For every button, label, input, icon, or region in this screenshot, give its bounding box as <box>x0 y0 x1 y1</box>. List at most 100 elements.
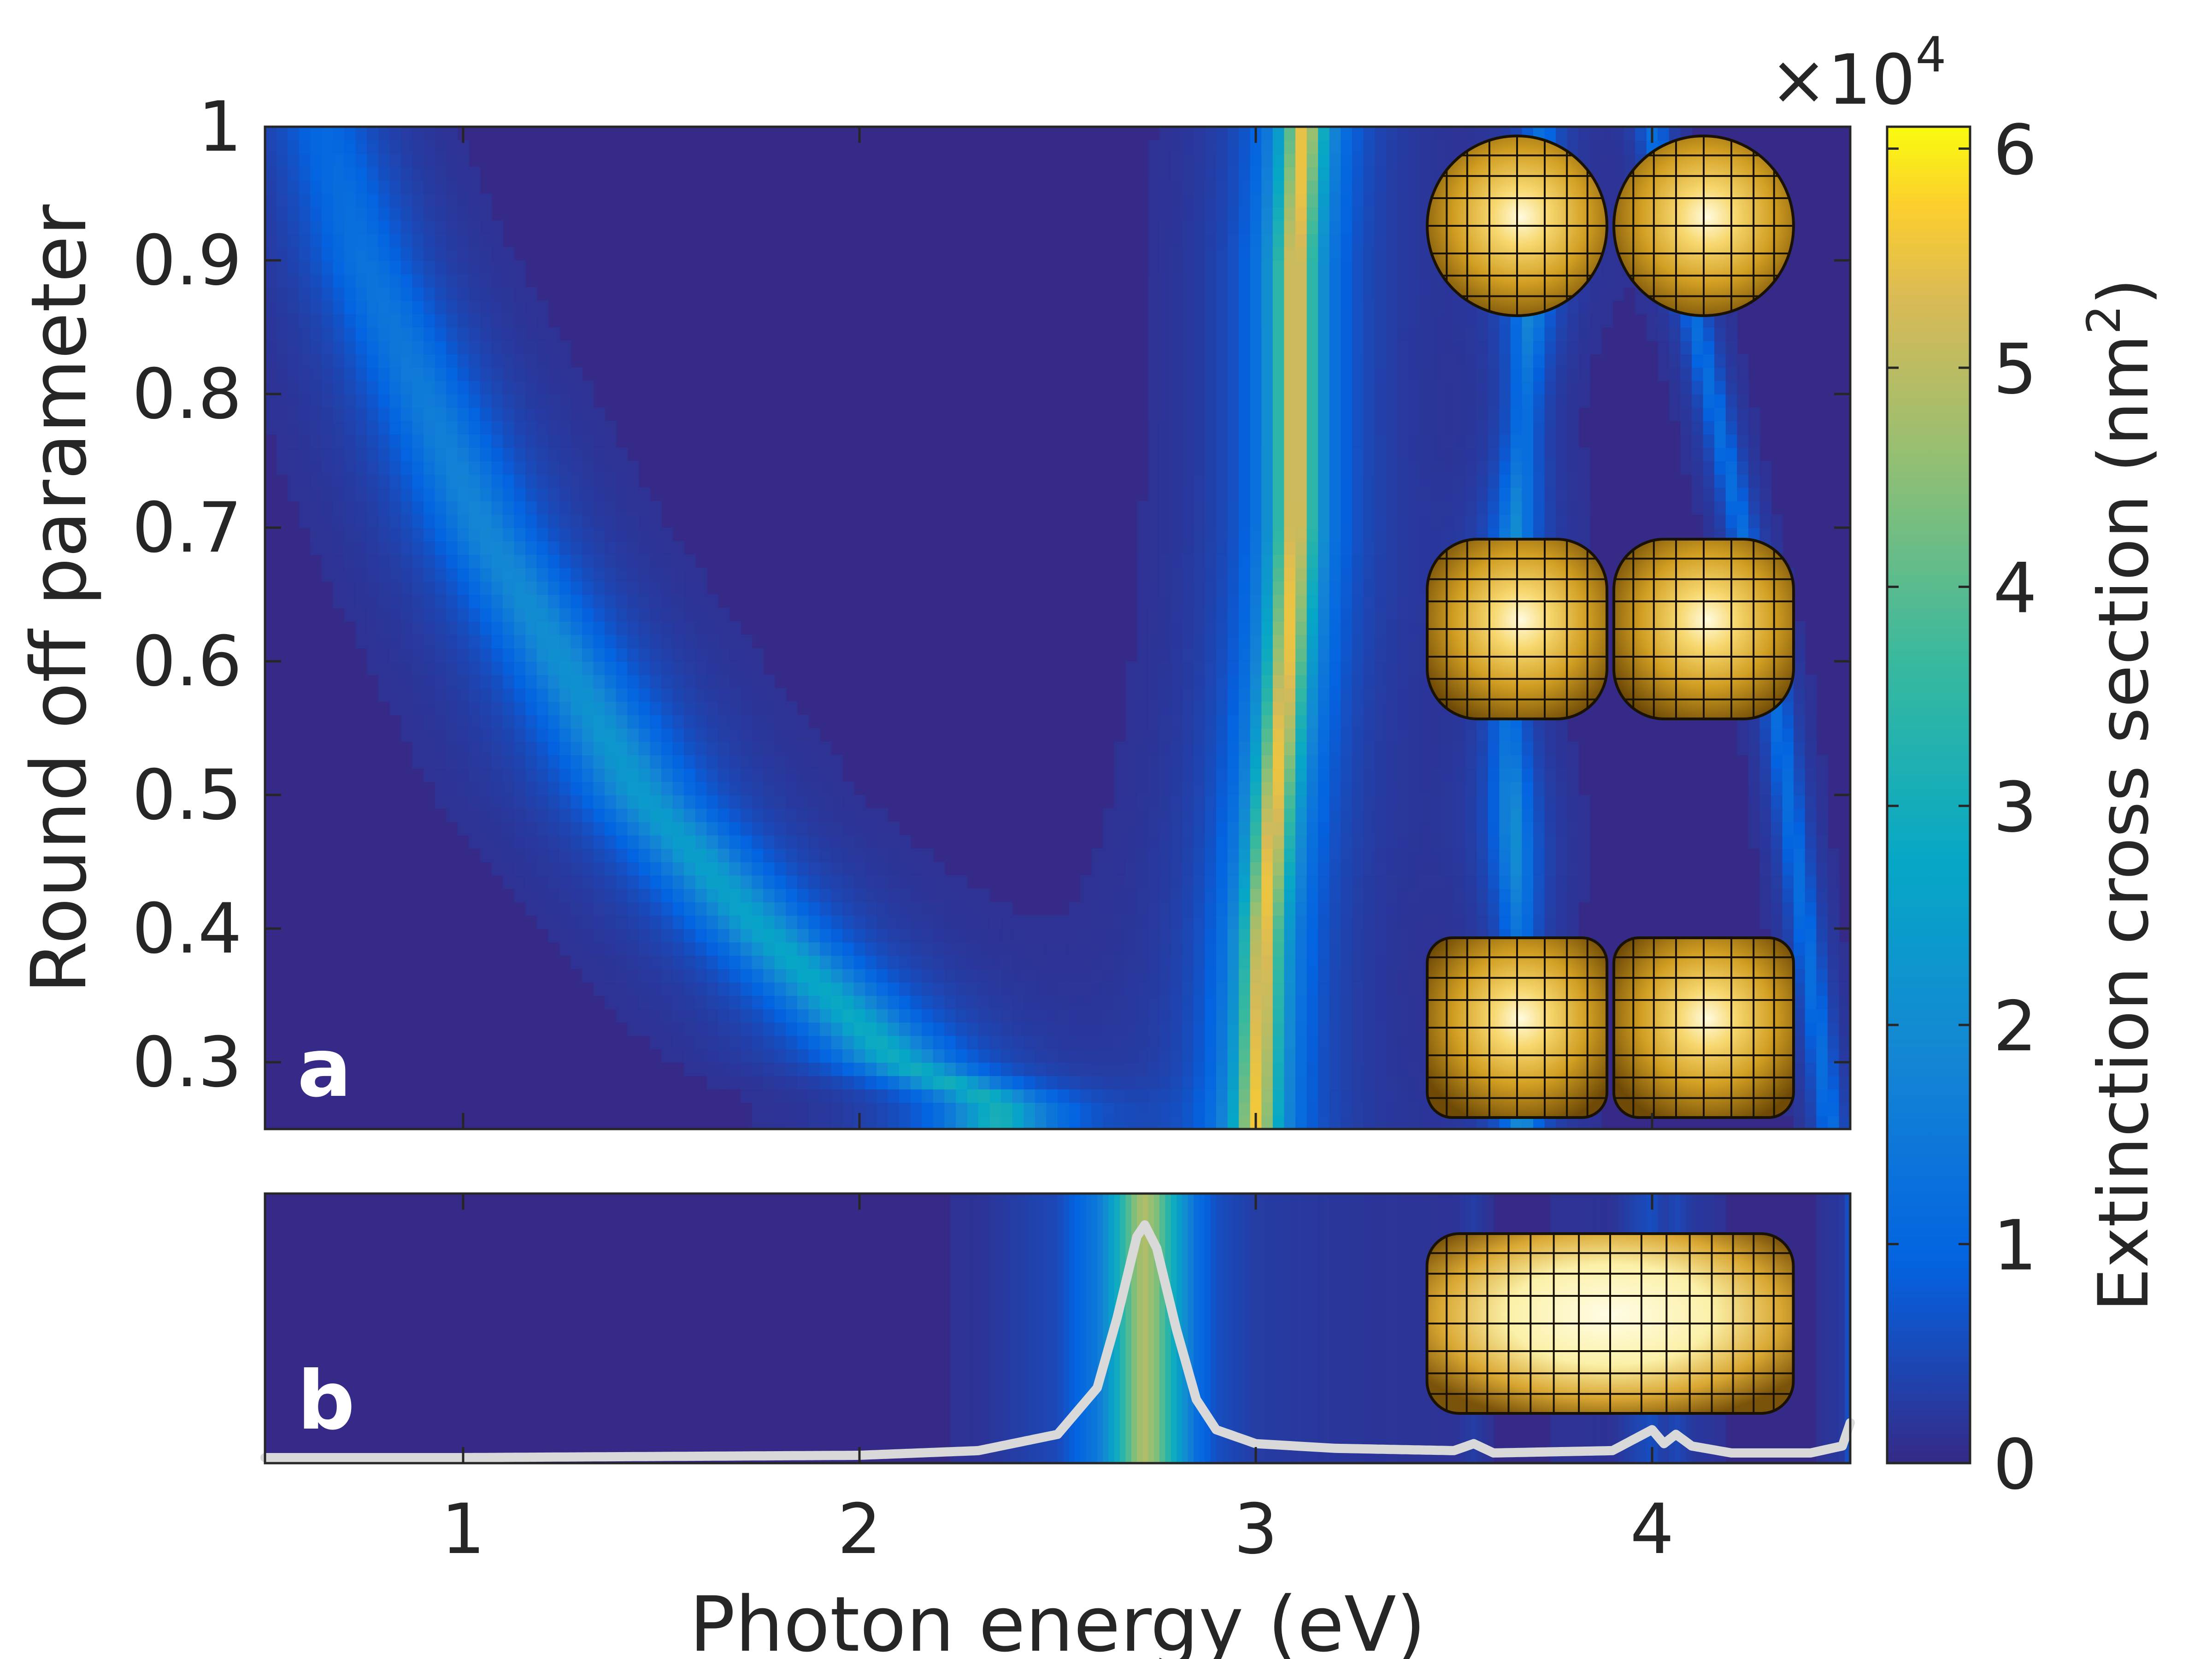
heatmap-cell <box>299 327 311 341</box>
heatmap-cell <box>684 755 696 769</box>
heatmap-cell <box>627 648 639 662</box>
heatmap-cell <box>1737 434 1749 448</box>
heatmap-cell <box>1454 822 1466 835</box>
heatmap-cell <box>1510 474 1523 488</box>
heatmap-cell <box>1261 728 1273 742</box>
heatmap-cell <box>718 1076 730 1089</box>
heatmap-cell <box>1341 822 1353 835</box>
heatmap-cell <box>310 488 322 501</box>
heatmap-cell <box>503 675 515 688</box>
heatmap-cell <box>978 942 990 956</box>
heatmap-cell <box>1794 755 1806 769</box>
heatmap-cell <box>786 1022 798 1036</box>
heatmap-cell <box>1556 848 1568 862</box>
heatmap-cell <box>1261 822 1273 835</box>
heatmap-cell <box>480 822 492 835</box>
heatmap-cell <box>1589 341 1602 354</box>
heatmap-cell <box>1295 635 1307 648</box>
heatmap-cell <box>672 608 685 622</box>
heatmap-cell <box>480 808 492 822</box>
heatmap-cell <box>1329 1089 1341 1103</box>
heatmap-cell <box>876 902 888 916</box>
heatmap-cell <box>1159 635 1171 648</box>
heatmap-cell <box>1001 902 1013 916</box>
heatmap-cell <box>1737 407 1749 421</box>
heatmap-cell <box>1533 875 1545 889</box>
heatmap-cell <box>1465 768 1477 782</box>
heatmap-cell <box>1284 715 1296 729</box>
heatmap-cell <box>684 848 696 862</box>
heatmap-cell <box>1341 461 1353 475</box>
heatmap-cell <box>400 675 413 688</box>
heatmap-cell <box>661 741 673 755</box>
heatmap-cell <box>446 421 458 435</box>
heatmap-cell <box>955 1049 968 1063</box>
heatmap-cell <box>1352 982 1364 996</box>
heatmap-cell <box>888 1116 900 1129</box>
heatmap-cell <box>1714 501 1726 515</box>
heatmap-cell <box>910 915 923 929</box>
heatmap-cell <box>1080 888 1092 902</box>
heatmap-cell <box>741 995 753 1009</box>
heatmap-cell <box>638 915 651 929</box>
heatmap-cell <box>1556 728 1568 742</box>
heatmap-cell <box>808 835 820 849</box>
heatmap-cell <box>1227 381 1240 394</box>
heatmap-cell <box>412 621 424 635</box>
heatmap-cell <box>1533 902 1545 916</box>
heatmap-cell <box>1375 541 1387 555</box>
heatmap-cell <box>559 447 571 461</box>
heatmap-cell <box>944 875 956 889</box>
heatmap-cell <box>1510 447 1523 461</box>
heatmap-cell <box>752 888 764 902</box>
heatmap-cell <box>1272 1009 1285 1023</box>
heatmap-cell <box>548 488 560 501</box>
heatmap-cell <box>1137 568 1149 582</box>
heatmap-cell <box>842 929 854 942</box>
heatmap-cell <box>446 488 458 501</box>
heatmap-cell <box>1420 728 1432 742</box>
heatmap-cell <box>1363 955 1375 969</box>
heatmap-cell <box>593 554 606 568</box>
heatmap-cell <box>1261 421 1273 435</box>
heatmap-cell <box>605 488 617 501</box>
heatmap-cell <box>1352 447 1364 461</box>
heatmap-cell <box>695 995 707 1009</box>
heatmap-cell <box>1012 915 1024 929</box>
heatmap-cell <box>1329 367 1341 381</box>
heatmap-cell <box>1420 848 1432 862</box>
heatmap-cell <box>1114 795 1126 809</box>
heatmap-cell <box>355 474 368 488</box>
heatmap-cell <box>1103 1022 1115 1036</box>
heatmap-cell <box>1125 995 1137 1009</box>
heatmap-cell <box>922 1076 934 1089</box>
heatmap-cell <box>989 1049 1002 1063</box>
heatmap-cell <box>1137 942 1149 956</box>
heatmap-cell <box>1544 755 1557 769</box>
heatmap-cell <box>1420 434 1432 448</box>
heatmap-cell <box>1567 488 1579 501</box>
heatmap-cell <box>593 969 606 982</box>
heatmap-cell <box>593 955 606 969</box>
heatmap-cell <box>944 942 956 956</box>
heatmap-cell <box>1193 568 1206 582</box>
heatmap-cell <box>1114 808 1126 822</box>
heatmap-cell <box>1714 421 1726 435</box>
heatmap-cell <box>1148 848 1160 862</box>
heatmap-cell <box>457 715 470 729</box>
heatmap-cell <box>548 407 560 421</box>
heatmap-cell <box>1465 875 1477 889</box>
heatmap-cell <box>831 822 843 835</box>
heatmap-cell <box>525 461 537 475</box>
heatmap-cell <box>1329 835 1341 849</box>
heatmap-cell <box>1137 768 1149 782</box>
heatmap-cell <box>1805 995 1817 1009</box>
heatmap-cell <box>457 341 470 354</box>
heatmap-cell <box>627 621 639 635</box>
heatmap-cell <box>1420 381 1432 394</box>
heatmap-cell <box>1816 822 1828 835</box>
heatmap-cell <box>933 1062 945 1076</box>
heatmap-cell <box>695 888 707 902</box>
heatmap-cell <box>1805 1009 1817 1023</box>
heatmap-cell <box>876 1062 888 1076</box>
